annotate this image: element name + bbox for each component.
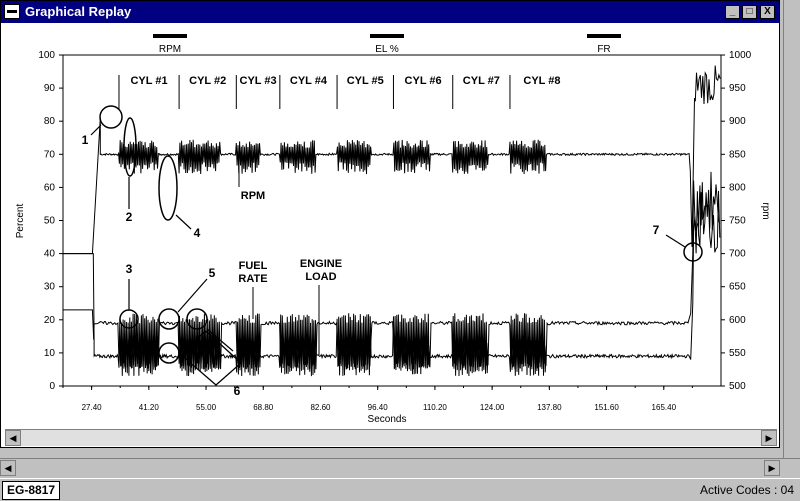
- engine-load-annotation: LOAD: [305, 271, 336, 283]
- x-tick-label: 82.60: [310, 403, 331, 412]
- app-icon: [4, 4, 20, 19]
- y-left-tick-label: 0: [49, 381, 55, 392]
- vertical-scrollbar[interactable]: [783, 0, 800, 460]
- y-right-axis-label: rpm: [760, 202, 771, 219]
- replay-chart: RPM EL % FR 27.40 41.20 55.00 68.80 82.60 96.40…: [15, 34, 771, 425]
- scroll-right-arrow-icon[interactable]: ▶: [761, 430, 777, 446]
- y-left-tick-label: 10: [44, 348, 56, 359]
- x-tick-label: 151.60: [594, 403, 619, 412]
- vehicle-id: EG-8817: [2, 481, 61, 500]
- title-bar[interactable]: Graphical Replay _ □ X: [1, 1, 779, 23]
- y-left-tick-label: 70: [44, 149, 56, 160]
- axes: 27.40 41.20 55.00 68.80 82.60 96.40 110.20 124.…: [15, 50, 771, 425]
- horizontal-scrollbar[interactable]: ◀ ▶: [5, 429, 777, 446]
- y-right-tick-label: 950: [729, 83, 746, 94]
- callout-circle-5a: [158, 308, 180, 330]
- y-right-tick-label: 600: [729, 315, 746, 326]
- y-right-tick-label: 750: [729, 216, 746, 227]
- graphical-replay-window: Graphical Replay _ □ X RPM EL % FR 27.40 41…: [0, 0, 780, 448]
- outer-scroll-left-icon[interactable]: ◀: [0, 460, 16, 476]
- callout-label-1: 1: [82, 133, 89, 147]
- window-title: Graphical Replay: [25, 4, 132, 19]
- x-tick-label: 27.40: [82, 403, 103, 412]
- legend: RPM EL % FR: [153, 34, 621, 55]
- y-right-tick-label: 550: [729, 348, 746, 359]
- legend-swatch: [370, 34, 404, 38]
- y-left-tick-label: 80: [44, 116, 56, 127]
- x-tick-label: 110.20: [423, 403, 447, 412]
- x-tick-label: 137.80: [537, 403, 562, 412]
- rpm-series-line: [63, 65, 721, 255]
- y-left-tick-label: 100: [38, 50, 55, 61]
- outer-scroll-right-icon[interactable]: ▶: [764, 460, 780, 476]
- callout-leader-4: [175, 214, 192, 230]
- cylinder-label: CYL #6: [405, 75, 442, 87]
- callout-label-4: 4: [194, 226, 201, 240]
- callout-label-6: 6: [234, 384, 241, 398]
- callout-box-6: [177, 330, 242, 386]
- x-tick-label: 68.80: [253, 403, 274, 412]
- x-tick-label: 55.00: [196, 403, 217, 412]
- x-tick-label: 124.00: [480, 403, 505, 412]
- y-right-tick-label: 900: [729, 116, 746, 127]
- minimize-button[interactable]: _: [725, 5, 740, 19]
- cylinder-label: CYL #1: [130, 75, 167, 87]
- callout-label-3: 3: [126, 262, 133, 276]
- y-right-tick-label: 650: [729, 282, 746, 293]
- engine-load-series-line: [63, 190, 721, 377]
- legend-label: RPM: [159, 44, 181, 55]
- x-tick-label: 96.40: [368, 403, 389, 412]
- callout-leader-1: [90, 124, 102, 136]
- scroll-left-arrow-icon[interactable]: ◀: [5, 430, 21, 446]
- legend-label: FR: [597, 44, 610, 55]
- callout-label-7: 7: [653, 223, 660, 237]
- y-left-axis-label: Percent: [15, 204, 26, 239]
- legend-swatch: [587, 34, 621, 38]
- engine-load-annotation: ENGINE: [300, 258, 342, 270]
- cylinder-label: CYL #8: [523, 75, 560, 87]
- x-axis-label: Seconds: [368, 414, 407, 425]
- callout-circle-1: [99, 105, 123, 129]
- callout-ellipse-4: [158, 155, 178, 221]
- maximize-button[interactable]: □: [742, 5, 757, 19]
- y-left-tick-label: 90: [44, 83, 56, 94]
- callout-leader-7: [665, 234, 686, 248]
- x-tick-label: 165.40: [652, 403, 677, 412]
- fuel-rate-annotation: RATE: [238, 273, 267, 285]
- y-left-tick-label: 50: [44, 216, 56, 227]
- callout-leader-6: [206, 328, 234, 352]
- callout-circle-6a: [186, 308, 208, 330]
- y-right-tick-label: 500: [729, 381, 746, 392]
- y-left-tick-label: 40: [44, 249, 56, 260]
- rpm-annotation: RPM: [241, 190, 265, 202]
- cylinder-label: CYL #3: [240, 75, 277, 87]
- callout-label-2: 2: [126, 210, 133, 224]
- y-right-tick-label: 1000: [729, 50, 752, 61]
- y-left-tick-label: 30: [44, 282, 56, 293]
- callout-leader-5: [177, 278, 208, 313]
- cylinder-label: CYL #7: [463, 75, 500, 87]
- plot-area: [62, 54, 722, 387]
- active-codes: Active Codes : 04: [699, 483, 794, 497]
- y-left-tick-label: 20: [44, 315, 56, 326]
- cylinder-label: CYL #4: [290, 75, 328, 87]
- y-left-tick-label: 60: [44, 182, 56, 193]
- y-right-tick-label: 850: [729, 149, 746, 160]
- x-tick-label: 41.20: [139, 403, 160, 412]
- status-bar: EG-8817 Active Codes : 04: [0, 478, 800, 501]
- callout-ellipse-2: [123, 117, 137, 177]
- y-right-tick-label: 800: [729, 182, 746, 193]
- legend-swatch: [153, 34, 187, 38]
- callout-circle-7: [683, 242, 703, 262]
- cylinder-label: CYL #2: [189, 75, 226, 87]
- callout-label-5: 5: [209, 266, 216, 280]
- annotations: CYL #1 CYL #2 CYL #3 CYL #4 CYL #5 CYL #6 CYL …: [82, 75, 703, 398]
- fuel-rate-annotation: FUEL: [239, 260, 268, 272]
- y-right-tick-label: 700: [729, 249, 746, 260]
- cylinder-label: CYL #5: [347, 75, 384, 87]
- close-button[interactable]: X: [760, 5, 775, 19]
- legend-label: EL %: [375, 44, 399, 55]
- outer-horizontal-scrollbar[interactable]: ◀ ▶: [0, 458, 800, 477]
